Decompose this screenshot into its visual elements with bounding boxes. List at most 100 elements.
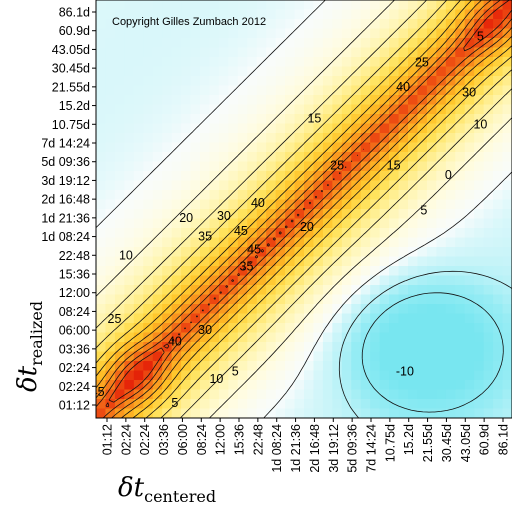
heatmap-cell xyxy=(360,323,371,334)
heatmap-cell xyxy=(464,237,475,248)
heatmap-cell xyxy=(493,47,504,58)
heatmap-cell xyxy=(200,180,211,191)
heatmap-cell xyxy=(389,285,400,296)
heatmap-cell xyxy=(171,123,182,134)
heatmap-cell xyxy=(171,47,182,58)
heatmap-cell xyxy=(474,380,485,391)
heatmap-cell xyxy=(313,152,324,163)
heatmap-cell xyxy=(294,209,305,220)
heatmap-cell xyxy=(313,0,324,11)
heatmap-cell xyxy=(474,323,485,334)
heatmap-cell xyxy=(133,389,144,400)
heatmap-cell xyxy=(124,209,135,220)
heatmap-cell xyxy=(322,209,333,220)
heatmap-cell xyxy=(105,66,116,77)
heatmap-cell xyxy=(209,76,220,87)
heatmap-cell xyxy=(493,85,504,96)
heatmap-cell xyxy=(474,275,485,286)
heatmap-cell xyxy=(285,266,296,277)
heatmap-cell xyxy=(143,9,154,20)
heatmap-cell xyxy=(398,199,409,210)
heatmap-cell xyxy=(389,342,400,353)
contour-label: 20 xyxy=(300,220,314,234)
heatmap-cell xyxy=(143,342,154,353)
heatmap-cell xyxy=(445,47,456,58)
heatmap-cell xyxy=(483,304,494,315)
heatmap-cell xyxy=(313,342,324,353)
heatmap-cell xyxy=(322,218,333,229)
x-tick-label: 43.05d xyxy=(459,424,473,462)
heatmap-cell xyxy=(218,76,229,87)
heatmap-cell xyxy=(436,57,447,68)
heatmap-cell xyxy=(341,342,352,353)
heatmap-cell xyxy=(247,399,258,410)
heatmap-cell xyxy=(200,389,211,400)
heatmap-cell xyxy=(408,313,419,324)
heatmap-cell xyxy=(143,361,154,372)
heatmap-cell xyxy=(445,285,456,296)
heatmap-cell xyxy=(200,19,211,30)
heatmap-cell xyxy=(426,399,437,410)
heatmap-cell xyxy=(398,228,409,239)
heatmap-cell xyxy=(266,28,277,39)
heatmap-cell xyxy=(200,66,211,77)
x-tick-label: 86.1d xyxy=(497,424,511,455)
heatmap-cell xyxy=(105,0,116,11)
heatmap-cell xyxy=(152,9,163,20)
heatmap-cell xyxy=(200,85,211,96)
heatmap-cell xyxy=(379,313,390,324)
heatmap-cell xyxy=(237,275,248,286)
heatmap-cell xyxy=(493,389,504,400)
heatmap-cell xyxy=(143,209,154,220)
y-axis-subscript: realized xyxy=(27,301,46,366)
heatmap-cell xyxy=(105,228,116,239)
heatmap-cell xyxy=(162,28,173,39)
heatmap-cell xyxy=(124,142,135,153)
heatmap-cell xyxy=(379,104,390,115)
heatmap-cell xyxy=(237,0,248,11)
heatmap-cell xyxy=(247,285,258,296)
heatmap-cell xyxy=(322,294,333,305)
heatmap-cell xyxy=(152,95,163,106)
heatmap-cell xyxy=(162,399,173,410)
heatmap-cell xyxy=(304,171,315,182)
heatmap-cell xyxy=(266,237,277,248)
heatmap-cell xyxy=(209,237,220,248)
heatmap-cell xyxy=(351,28,362,39)
heatmap-cell xyxy=(114,9,125,20)
heatmap-cell xyxy=(105,114,116,125)
heatmap-cell xyxy=(360,123,371,134)
heatmap-cell xyxy=(256,361,267,372)
heatmap-cell xyxy=(171,399,182,410)
heatmap-cell xyxy=(266,389,277,400)
heatmap-cell xyxy=(228,19,239,30)
heatmap-cell xyxy=(105,152,116,163)
heatmap-cell xyxy=(275,332,286,343)
heatmap-cell xyxy=(200,0,211,11)
heatmap-cell xyxy=(285,47,296,58)
heatmap-cell xyxy=(275,209,286,220)
heatmap-cell xyxy=(464,28,475,39)
heatmap-cell xyxy=(228,9,239,20)
contour-line xyxy=(96,0,512,418)
heatmap-cell xyxy=(294,304,305,315)
heatmap-cell xyxy=(237,294,248,305)
x-tick-label: 21.55d xyxy=(421,424,435,462)
heatmap-cell xyxy=(247,47,258,58)
heatmap-cell xyxy=(266,38,277,49)
heatmap-cell xyxy=(105,57,116,68)
heatmap-cell xyxy=(304,342,315,353)
heatmap-cell xyxy=(285,275,296,286)
heatmap-cell xyxy=(483,370,494,381)
heatmap-cell xyxy=(200,104,211,115)
heatmap-cell xyxy=(209,351,220,362)
heatmap-cell xyxy=(256,408,267,418)
heatmap-cell xyxy=(133,304,144,315)
heatmap-cell xyxy=(237,351,248,362)
heatmap-cell xyxy=(266,332,277,343)
heatmap-cell xyxy=(285,28,296,39)
heatmap-cell xyxy=(285,95,296,106)
heatmap-cell xyxy=(228,142,239,153)
heatmap-cell xyxy=(209,0,220,11)
heatmap-cell xyxy=(256,161,267,172)
